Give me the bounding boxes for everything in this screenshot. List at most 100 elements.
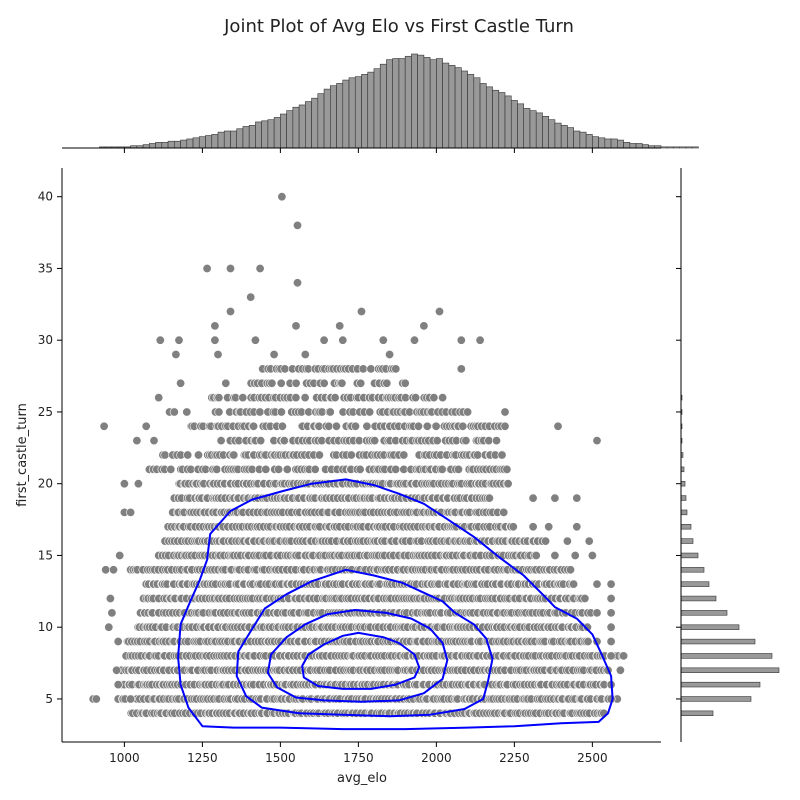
- top-hist-bar: [192, 137, 200, 149]
- scatter-point: [300, 349, 310, 359]
- right-hist-bar: [680, 653, 773, 659]
- scatter-point: [113, 636, 123, 646]
- top-hist-bar: [604, 138, 612, 149]
- right-marginal-histogram: [676, 168, 780, 742]
- top-hist-bar: [467, 74, 475, 149]
- scatter-point: [502, 464, 512, 474]
- scatter-point: [606, 636, 616, 646]
- scatter-point: [413, 421, 423, 431]
- top-hist-bar: [542, 115, 549, 149]
- top-hist-bar: [217, 131, 225, 149]
- scatter-point: [338, 335, 348, 345]
- top-hist-bar: [623, 142, 631, 149]
- scatter-point: [550, 550, 560, 560]
- scatter-point: [300, 393, 310, 403]
- scatter-point: [176, 378, 186, 388]
- scatter-point: [91, 694, 101, 704]
- scatter-point: [456, 335, 466, 345]
- scatter-point: [500, 407, 510, 417]
- scatter-point: [584, 536, 594, 546]
- scatter-point: [458, 421, 468, 431]
- scatter-point: [202, 263, 212, 273]
- scatter-point: [277, 192, 287, 202]
- top-hist-bar: [473, 77, 481, 149]
- top-hist-bar: [180, 139, 188, 149]
- top-hist-bar: [492, 89, 500, 149]
- scatter-point: [553, 421, 563, 431]
- scatter-point: [166, 464, 176, 474]
- scatter-point: [592, 579, 602, 589]
- top-hist-bar: [167, 140, 175, 149]
- scatter-point: [570, 550, 580, 560]
- scatter-point: [261, 464, 271, 474]
- y-axis-label: first_castle_turn: [15, 403, 30, 507]
- scatter-point: [475, 335, 485, 345]
- top-hist-bar: [429, 59, 437, 149]
- scatter-point: [314, 450, 324, 460]
- scatter-point: [463, 407, 473, 417]
- right-hist-bar: [680, 552, 699, 559]
- top-hist-bar: [448, 65, 456, 149]
- scatter-point: [370, 436, 380, 446]
- scatter-point: [528, 522, 538, 532]
- top-hist-bar: [392, 58, 400, 149]
- scatter-point: [350, 421, 360, 431]
- scatter-point: [255, 407, 265, 417]
- scatter-point: [385, 349, 395, 359]
- top-hist-bar: [373, 68, 381, 149]
- scatter-point: [291, 321, 301, 331]
- top-hist-bar: [554, 122, 562, 149]
- scatter-point: [335, 321, 345, 331]
- scatter-point: [437, 464, 447, 474]
- top-hist-bar: [666, 146, 674, 149]
- top-hist-bar: [573, 130, 581, 149]
- scatter-point: [365, 407, 375, 417]
- scatter-point: [497, 450, 507, 460]
- scatter-point: [541, 536, 551, 546]
- scatter-point: [606, 608, 616, 618]
- top-hist-bar: [311, 97, 319, 149]
- scatter-point: [580, 593, 590, 603]
- top-hist-bar: [454, 67, 462, 149]
- x-tick-label: 2000: [421, 751, 452, 765]
- right-hist-bar: [680, 524, 692, 530]
- x-tick-label: 2500: [577, 751, 608, 765]
- scatter-point: [422, 421, 432, 431]
- top-hist-bar: [348, 77, 356, 149]
- top-hist-bar: [560, 125, 568, 149]
- scatter-point: [282, 464, 292, 474]
- scatter-point: [291, 393, 301, 403]
- top-hist-bar: [323, 88, 331, 149]
- scatter-point: [409, 335, 419, 345]
- right-hist-bar: [680, 667, 780, 673]
- scatter-point: [104, 622, 114, 632]
- top-hist-bar: [292, 106, 300, 149]
- scatter-point: [362, 421, 372, 431]
- top-hist-bar: [273, 117, 281, 149]
- scatter-point: [391, 464, 401, 474]
- right-hist-bar: [680, 581, 710, 587]
- scatter-point: [99, 421, 109, 431]
- top-hist-bar: [379, 63, 387, 149]
- top-hist-bar: [436, 58, 443, 149]
- top-hist-bar: [691, 146, 699, 149]
- scatter-point: [411, 393, 421, 403]
- x-axis-label: avg_elo: [337, 771, 387, 786]
- scatter-point: [212, 464, 222, 474]
- top-hist-bar: [329, 85, 337, 149]
- y-tick-label: 35: [38, 261, 53, 275]
- scatter-point: [592, 608, 602, 618]
- scatter-point: [572, 493, 582, 503]
- top-hist-bar: [174, 140, 181, 149]
- scatter-point: [606, 622, 616, 632]
- scatter-point: [366, 364, 376, 374]
- x-tick-label: 1000: [109, 751, 140, 765]
- top-hist-bar: [417, 54, 425, 149]
- scatter-point: [174, 335, 184, 345]
- top-hist-bar: [230, 130, 238, 149]
- scatter-point: [461, 436, 471, 446]
- scatter-point: [210, 335, 220, 345]
- top-hist-bar: [198, 136, 206, 149]
- scatter-point: [324, 421, 334, 431]
- scatter-point: [319, 378, 329, 388]
